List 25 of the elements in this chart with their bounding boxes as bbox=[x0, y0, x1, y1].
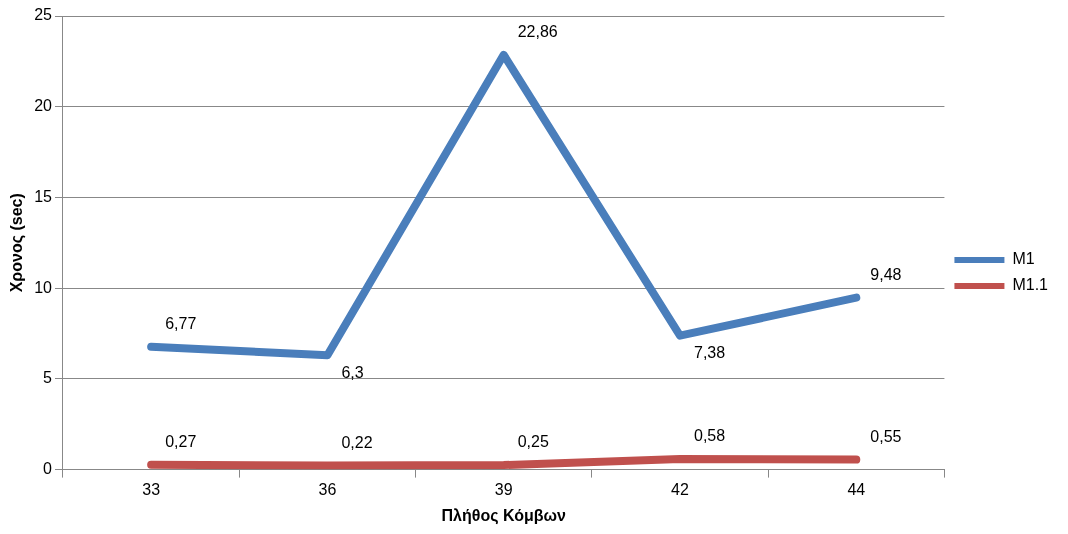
y-tick-label: 25 bbox=[34, 6, 53, 24]
data-label: 0,25 bbox=[517, 433, 549, 451]
data-label: 7,38 bbox=[694, 344, 726, 362]
data-label: 9,48 bbox=[870, 266, 902, 283]
x-tick-label: 44 bbox=[847, 480, 866, 498]
data-label: 22,86 bbox=[517, 23, 558, 41]
y-tick-label: 5 bbox=[43, 369, 53, 387]
data-label: 0,58 bbox=[694, 427, 726, 445]
y-tick-label: 20 bbox=[34, 97, 53, 115]
legend-label: M1.1 bbox=[1012, 276, 1049, 294]
x-axis-title: Πλήθος Κόμβων bbox=[441, 506, 566, 525]
data-label: 0,27 bbox=[165, 433, 197, 451]
y-tick-label: 10 bbox=[34, 278, 53, 296]
x-tick-label: 33 bbox=[142, 480, 161, 498]
y-tick-label: 0 bbox=[43, 460, 53, 478]
y-axis-title: Χρονος (sec) bbox=[8, 193, 27, 293]
legend-label: M1 bbox=[1012, 250, 1035, 268]
data-label: 6,77 bbox=[165, 315, 197, 333]
data-label: 0,22 bbox=[341, 434, 373, 452]
x-tick-label: 36 bbox=[318, 480, 337, 498]
y-tick-label: 15 bbox=[34, 187, 53, 205]
x-tick-label: 42 bbox=[671, 480, 689, 498]
x-tick-label: 39 bbox=[494, 480, 513, 498]
data-label: 6,3 bbox=[341, 363, 364, 381]
data-label: 0,55 bbox=[870, 428, 902, 446]
